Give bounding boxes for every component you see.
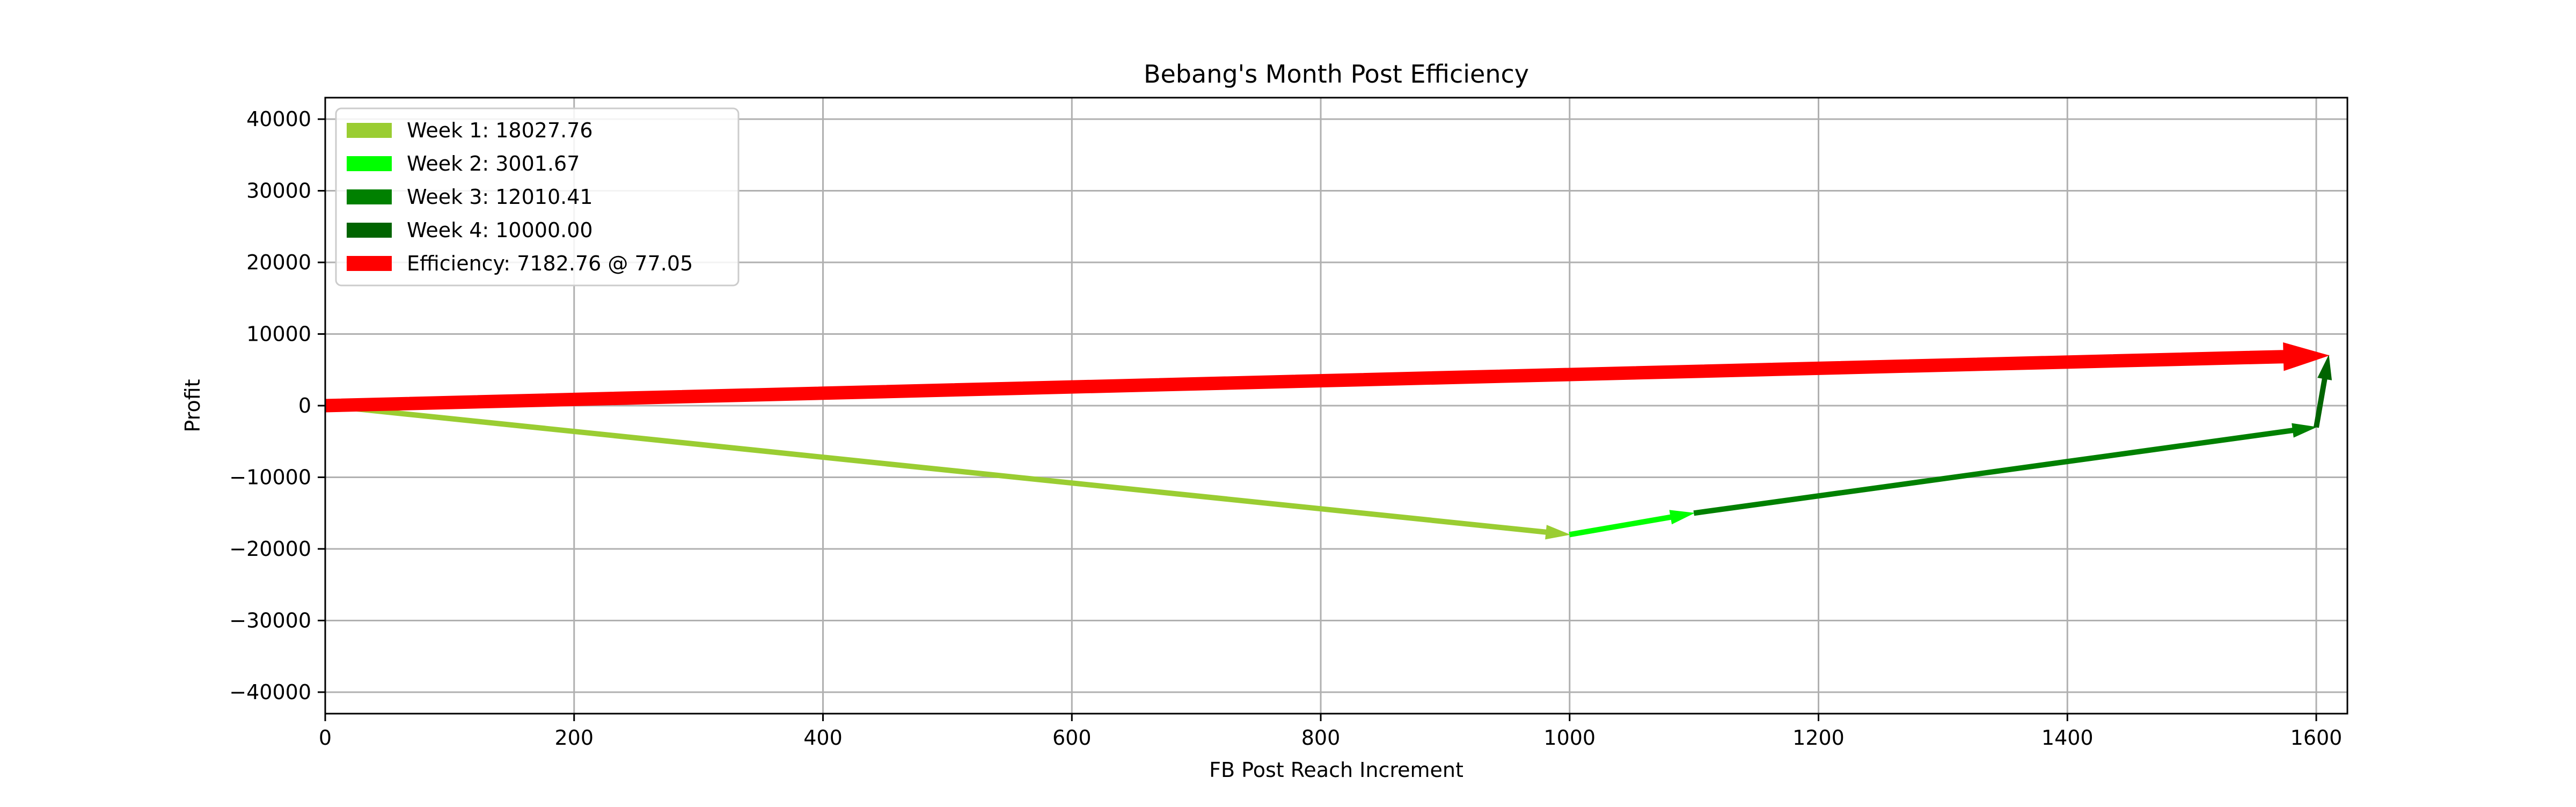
efficiency-arrow — [325, 342, 2330, 413]
y-tick-label: −30000 — [229, 608, 311, 632]
x-tick-label: 0 — [319, 726, 332, 750]
week-1-arrow — [324, 402, 1571, 540]
legend-efficiency-label: Efficiency: 7182.76 @ 77.05 — [407, 252, 693, 275]
x-tick-label: 1400 — [2041, 726, 2094, 750]
legend-week-3-swatch — [347, 189, 392, 204]
week-3-arrow — [1693, 423, 2317, 516]
arrow-layer — [324, 342, 2332, 540]
chart-title: Bebang's Month Post Efficiency — [1144, 60, 1529, 89]
x-tick-label: 400 — [803, 726, 843, 750]
y-tick-label: 10000 — [246, 322, 311, 346]
y-axis-label: Profit — [181, 379, 204, 432]
y-tick-label: −40000 — [229, 680, 311, 704]
legend-week-2-swatch — [347, 156, 392, 171]
week-4-arrow — [2314, 354, 2332, 428]
x-tick-label: 800 — [1301, 726, 1341, 750]
y-tick-label: 30000 — [246, 179, 311, 203]
y-tick-label: 40000 — [246, 107, 311, 131]
legend-week-1-label: Week 1: 18027.76 — [407, 119, 593, 142]
grid-layer — [324, 98, 2347, 714]
x-tick-label: 1200 — [1792, 726, 1845, 750]
axes-layer: 0 200 400 600 800 1000 1200 1400 1600 −40000 −3000… — [229, 97, 2348, 750]
y-tick-label: −10000 — [229, 465, 311, 489]
axes-frame — [324, 97, 2348, 715]
legend-week-1-swatch — [347, 123, 392, 138]
x-tick-label: 200 — [554, 726, 594, 750]
legend-week-4-swatch — [347, 223, 392, 238]
x-tick-label: 600 — [1052, 726, 1092, 750]
y-tick-label: 20000 — [246, 251, 311, 274]
x-axis-label: FB Post Reach Increment — [1209, 758, 1463, 782]
legend-box — [335, 107, 740, 287]
legend-efficiency-swatch — [347, 256, 392, 271]
legend-week-2-label: Week 2: 3001.67 — [407, 152, 580, 175]
legend-week-3-label: Week 3: 12010.41 — [407, 185, 593, 209]
x-tick-label: 1000 — [1543, 726, 1596, 750]
y-tick-label: −20000 — [229, 537, 311, 561]
week-2-arrow — [1569, 510, 1695, 538]
x-tick-label: 1600 — [2290, 726, 2343, 750]
y-tick-label: 0 — [298, 394, 311, 417]
legend-week-4-label: Week 4: 10000.00 — [407, 218, 593, 242]
legend-layer: Week 1: 18027.76 Week 2: 3001.67 Week 3: 1… — [335, 107, 740, 287]
